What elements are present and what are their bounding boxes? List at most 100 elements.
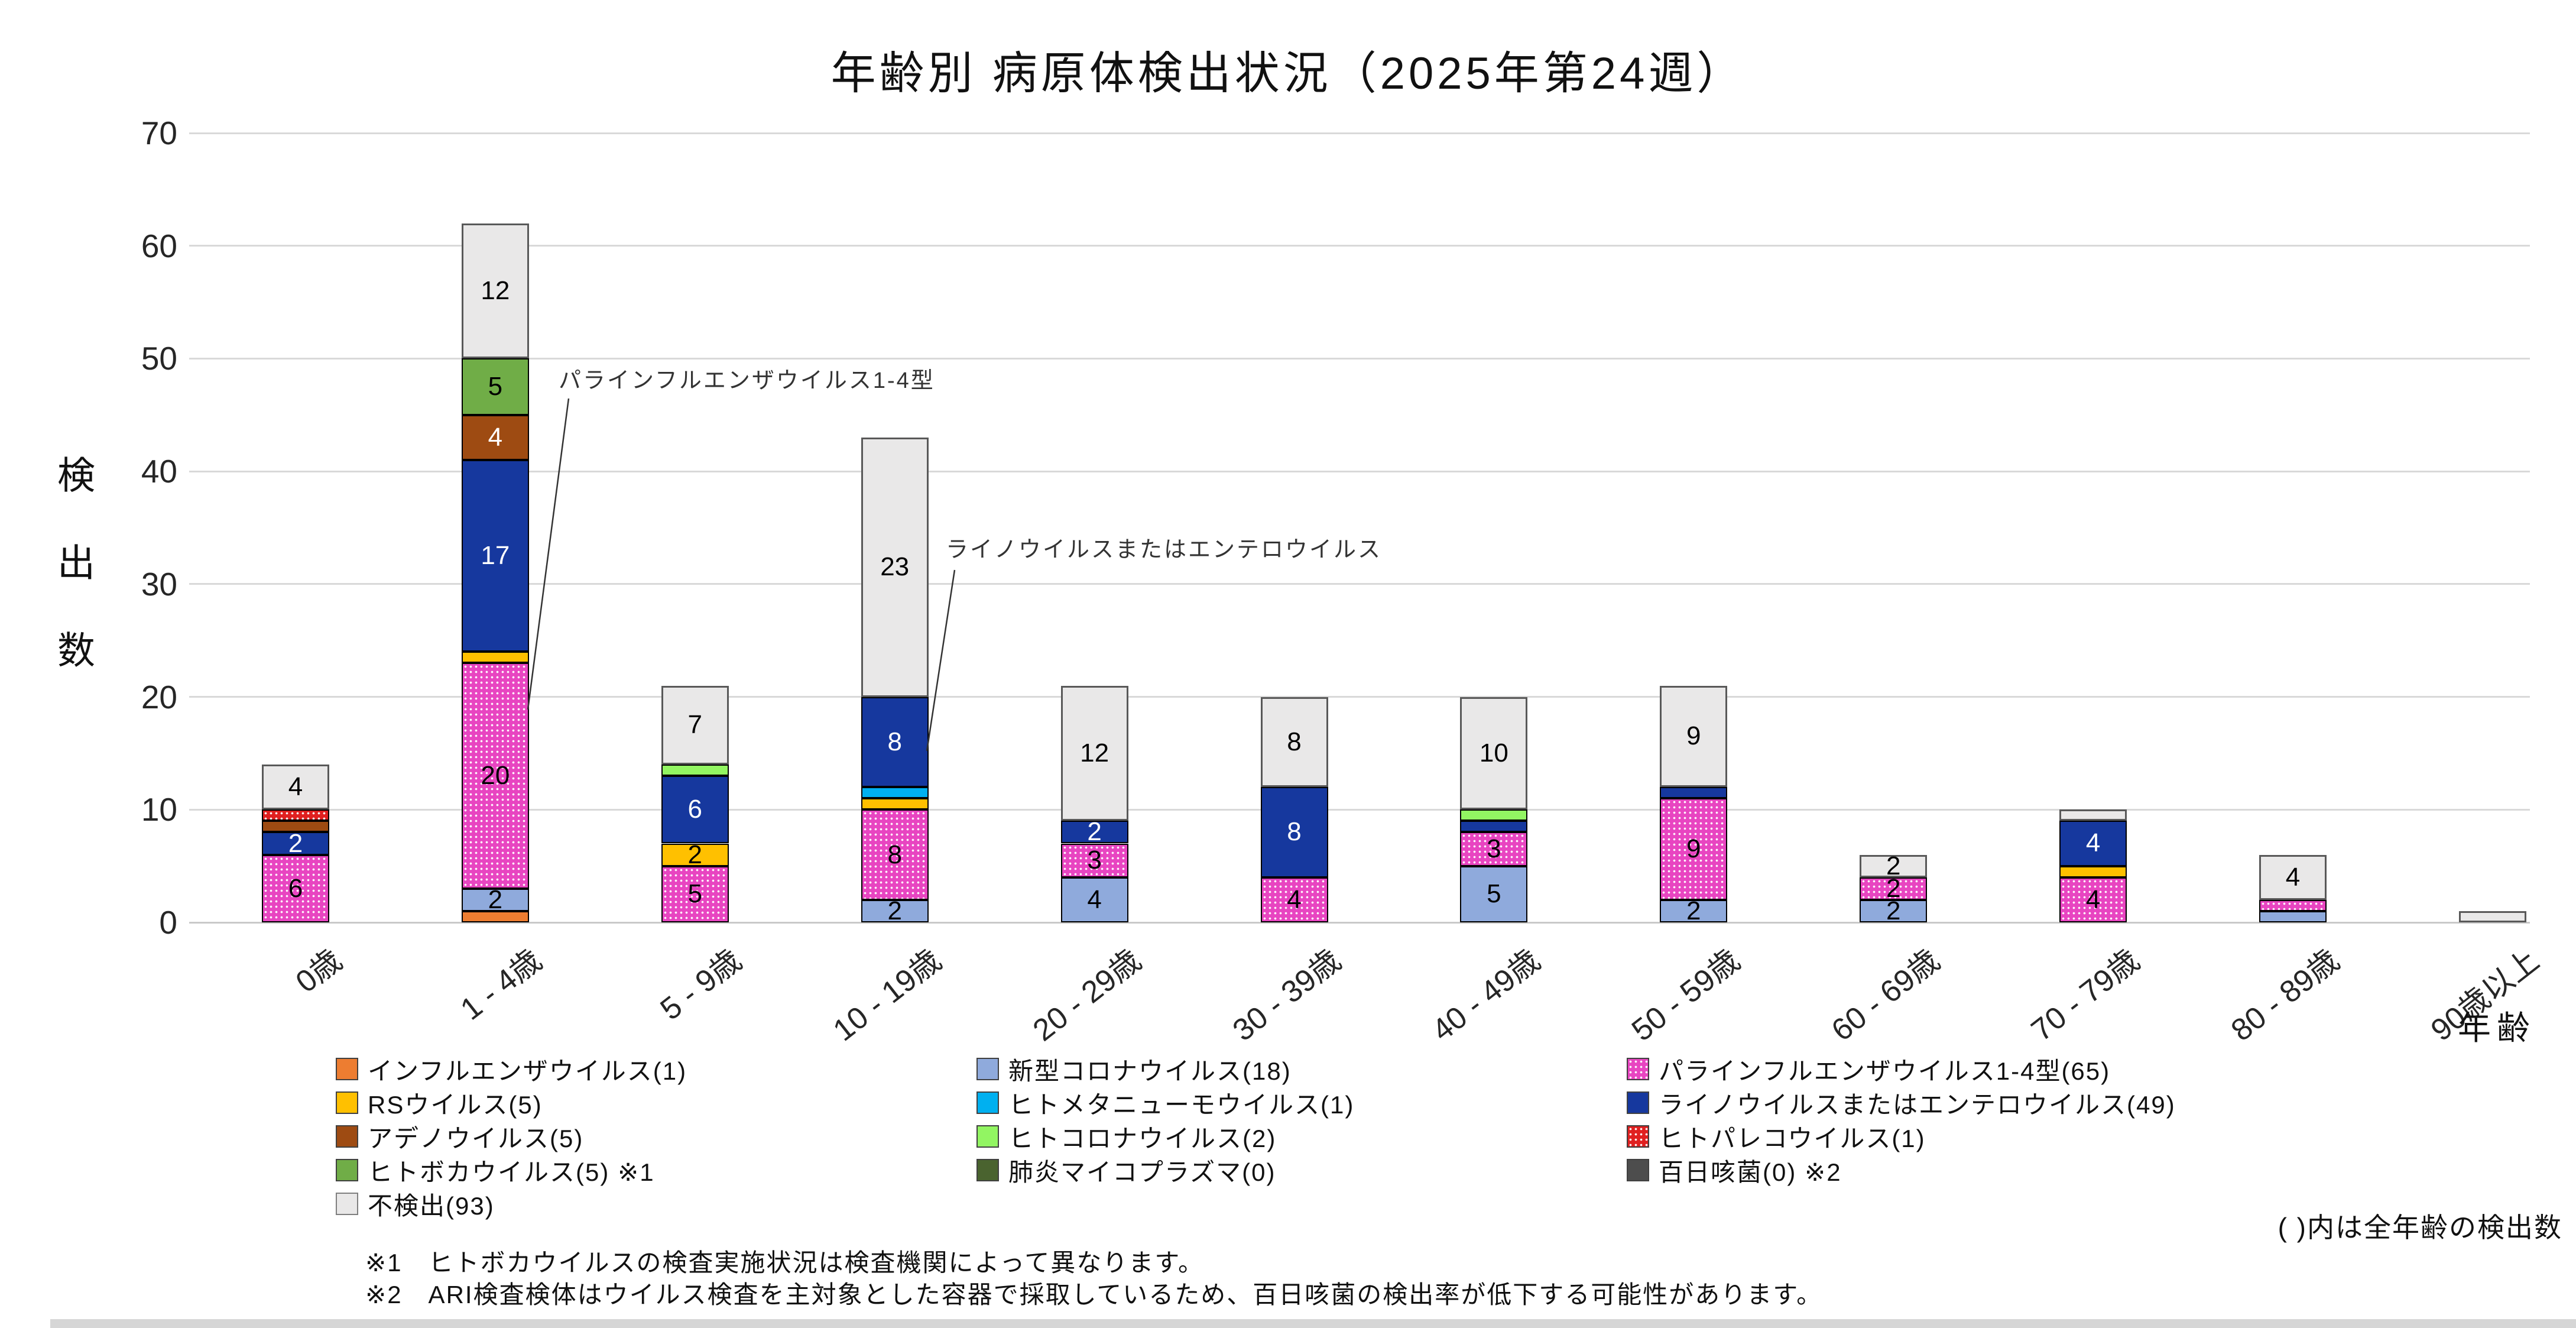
- legend-swatch-不検出: [336, 1193, 358, 1215]
- bar-segment-10 - 19歳-新型コロナウイルス: 2: [861, 898, 929, 924]
- legend-swatch-新型コロナウイルス: [976, 1058, 999, 1080]
- bar-value-label: 8: [1287, 817, 1302, 847]
- bar-segment-5 - 9歳-ヒトコロナウイルス: [661, 765, 729, 776]
- bar-value-label: 4: [488, 422, 503, 452]
- bar-value-label: 5: [1487, 879, 1501, 909]
- bar-segment-20 - 29歳-不検出: 12: [1060, 685, 1128, 821]
- bar-segment-90歳以上-不検出: [2458, 911, 2526, 922]
- legend-item-ヒトパレコウイルス: ヒトパレコウイルス(1): [1627, 1125, 2176, 1152]
- bar-value-label: 2: [1886, 851, 1901, 880]
- bar-segment-1 - 4歳-ライノウイルスまたはエンテロウイルス: 17: [461, 460, 529, 652]
- legend-note: ( )内は全年齢の検出数: [2277, 1212, 2562, 1243]
- bar-segment-5 - 9歳-不検出: 7: [661, 685, 729, 765]
- legend-label-不検出: 不検出(93): [368, 1191, 495, 1220]
- bar-value-label: 8: [887, 727, 902, 756]
- legend-label-パラインフルエンザウイルス1-4型: パラインフルエンザウイルス1-4型(65): [1659, 1057, 2111, 1085]
- legend-swatch-パラインフルエンザウイルス1-4型: [1627, 1058, 1649, 1080]
- legend-label-新型コロナウイルス: 新型コロナウイルス(18): [1008, 1057, 1292, 1085]
- gridline-50: [189, 357, 2530, 359]
- y-tick-50: 50: [141, 340, 177, 377]
- legend-swatch-アデノウイルス: [336, 1125, 358, 1148]
- gridline-30: [189, 583, 2530, 585]
- legend-item-新型コロナウイルス: 新型コロナウイルス(18): [976, 1057, 1354, 1085]
- bar-segment-70 - 79歳-不検出: [2059, 809, 2127, 821]
- bar-value-label: 4: [2085, 828, 2101, 858]
- leader-line-rhino-entero: [926, 569, 956, 752]
- legend-label-RSウイルス: RSウイルス(5): [368, 1090, 543, 1119]
- bar-segment-40 - 49歳-新型コロナウイルス: 5: [1460, 866, 1528, 922]
- footnote-1: ※1 ヒトボカウイルスの検査実施状況は検査機関によって異なります。: [365, 1249, 1204, 1277]
- bar-value-label: 8: [887, 840, 902, 869]
- bar-segment-1 - 4歳-新型コロナウイルス: 2: [461, 886, 529, 912]
- bar-segment-70 - 79歳-RSウイルス: [2059, 866, 2127, 877]
- bar-segment-1 - 4歳-RSウイルス: [461, 652, 529, 663]
- bar-segment-1 - 4歳-ヒトボカウイルス: 5: [461, 358, 529, 415]
- bar-value-label: 2: [1886, 873, 1901, 903]
- bar-segment-80 - 89歳-新型コロナウイルス: [2259, 911, 2327, 922]
- legend-label-肺炎マイコプラズマ: 肺炎マイコプラズマ(0): [1008, 1158, 1276, 1186]
- bar-segment-50 - 59歳-不検出: 9: [1660, 685, 1728, 788]
- bar-segment-1 - 4歳-アデノウイルス: 4: [461, 414, 529, 461]
- legend-swatch-RSウイルス: [336, 1091, 358, 1114]
- bar-segment-1 - 4歳-インフルエンザウイルス: [461, 911, 529, 922]
- bar-segment-10 - 19歳-不検出: 23: [861, 437, 929, 697]
- bar-segment-60 - 69歳-不検出: 2: [1860, 851, 1928, 880]
- bar-segment-30 - 39歳-不検出: 8: [1260, 697, 1328, 788]
- bar-value-label: 2: [1886, 896, 1901, 925]
- bar-segment-20 - 29歳-ライノウイルスまたはエンテロウイルス: 2: [1060, 819, 1128, 845]
- legend-label-インフルエンザウイルス: インフルエンザウイルス(1): [368, 1057, 687, 1085]
- bar-segment-0歳-ヒトパレコウイルス: [262, 809, 329, 821]
- bar-value-label: 2: [687, 840, 703, 869]
- bar-value-label: 5: [687, 879, 703, 909]
- bar-value-label: 17: [481, 541, 510, 571]
- legend-column-3: パラインフルエンザウイルス1-4型(65) ライノウイルスまたはエンテロウイルス(…: [1627, 1057, 2176, 1192]
- bar-value-label: 3: [1087, 846, 1102, 875]
- bar-segment-80 - 89歳-不検出: 4: [2259, 854, 2327, 900]
- y-axis-title: 検出数: [52, 455, 95, 718]
- bar-segment-5 - 9歳-ライノウイルスまたはエンテロウイルス: 6: [661, 776, 729, 844]
- legend-label-ヒトボカウイルス: ヒトボカウイルス(5) ※1: [368, 1158, 655, 1186]
- gridline-40: [189, 470, 2530, 472]
- leader-line-parainfluenza: [527, 398, 570, 710]
- legend-label-ライノウイルスまたはエンテロウイルス: ライノウイルスまたはエンテロウイルス(49): [1659, 1090, 2176, 1119]
- x-axis-title: 年齢: [2458, 1009, 2536, 1047]
- bar-segment-10 - 19歳-RSウイルス: [861, 798, 929, 810]
- legend-swatch-ヒトボカウイルス: [336, 1159, 358, 1181]
- bar-value-label: 12: [1080, 738, 1109, 767]
- bar-segment-50 - 59歳-ライノウイルスまたはエンテロウイルス: [1660, 787, 1728, 799]
- bar-value-label: 4: [1287, 885, 1302, 914]
- bar-segment-10 - 19歳-ヒトメタニューモウイルス: [861, 787, 929, 799]
- y-tick-10: 10: [141, 791, 177, 828]
- bar-segment-20 - 29歳-新型コロナウイルス: 4: [1060, 877, 1128, 922]
- legend-label-ヒトコロナウイルス: ヒトコロナウイルス(2): [1008, 1124, 1277, 1152]
- legend-item-ヒトボカウイルス: ヒトボカウイルス(5) ※1: [336, 1158, 687, 1186]
- y-tick-0: 0: [159, 904, 177, 941]
- y-tick-60: 60: [141, 227, 177, 264]
- legend-label-ヒトメタニューモウイルス: ヒトメタニューモウイルス(1): [1008, 1090, 1355, 1119]
- bar-value-label: 6: [288, 873, 303, 903]
- y-tick-20: 20: [141, 678, 177, 715]
- bar-segment-5 - 9歳-RSウイルス: 2: [661, 840, 729, 869]
- bar-segment-50 - 59歳-パラインフルエンザウイルス1-4型: 9: [1660, 798, 1728, 900]
- legend-item-肺炎マイコプラズマ: 肺炎マイコプラズマ(0): [976, 1158, 1354, 1186]
- legend-label-百日咳菌: 百日咳菌(0) ※2: [1659, 1158, 1842, 1186]
- annotation-rhino-entero: ライノウイルスまたはエンテロウイルス: [946, 537, 1383, 562]
- bar-value-label: 6: [687, 795, 703, 824]
- bar-value-label: 9: [1686, 721, 1701, 751]
- bar-value-label: 9: [1686, 834, 1701, 864]
- bar-segment-40 - 49歳-不検出: 10: [1460, 697, 1528, 810]
- bar-segment-50 - 59歳-新型コロナウイルス: 2: [1660, 896, 1728, 925]
- bar-value-label: 23: [880, 552, 910, 582]
- bar-segment-30 - 39歳-パラインフルエンザウイルス1-4型: 4: [1260, 877, 1328, 922]
- legend-swatch-インフルエンザウイルス: [336, 1058, 358, 1080]
- gridline-60: [189, 245, 2530, 247]
- bar-segment-0歳-不検出: 4: [262, 765, 329, 810]
- annotation-parainfluenza: パラインフルエンザウイルス1-4型: [559, 368, 935, 393]
- legend-swatch-ヒトパレコウイルス: [1627, 1125, 1649, 1148]
- footnote-2: ※2 ARI検査検体はウイルス検査を主対象とした容器で採取しているため、百日咳菌…: [365, 1281, 1823, 1308]
- bar-segment-0歳-アデノウイルス: [262, 821, 329, 833]
- bar-value-label: 8: [1287, 727, 1302, 756]
- gridline-20: [189, 696, 2530, 698]
- bar-value-label: 2: [1686, 896, 1701, 925]
- bar-segment-60 - 69歳-新型コロナウイルス: 2: [1860, 896, 1928, 925]
